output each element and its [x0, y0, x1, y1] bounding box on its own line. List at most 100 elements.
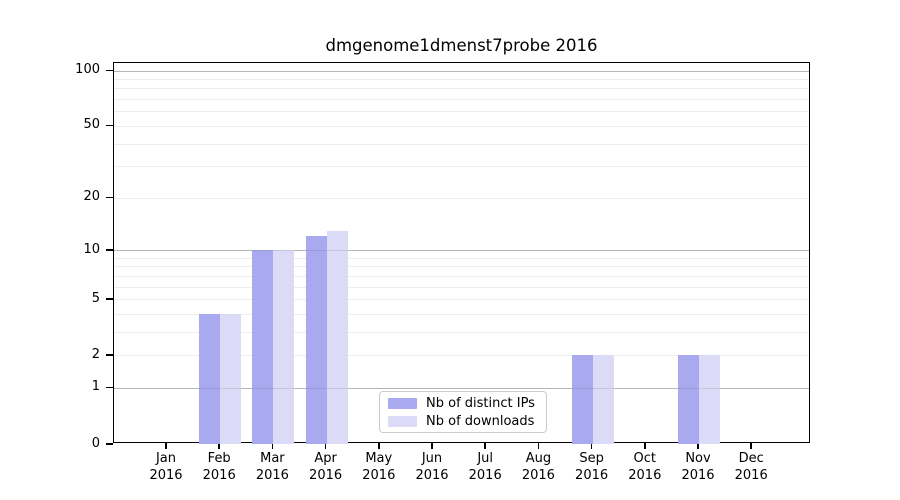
x-tick-label-aug: Aug 2016 [508, 451, 568, 484]
x-tick-year: 2016 [734, 467, 768, 483]
bar-nb-of-distinct-ips-nov-2016 [678, 355, 699, 444]
y-tick-0 [106, 443, 113, 445]
gridline-minor-7 [114, 275, 809, 277]
legend: Nb of distinct IPs Nb of downloads [379, 391, 547, 433]
x-tick-label-mar: Mar 2016 [242, 451, 302, 484]
x-tick-label-sep: Sep 2016 [562, 451, 622, 484]
gridline-minor-9 [114, 257, 809, 259]
gridline-minor-5 [114, 299, 809, 301]
x-tick-feb [218, 443, 220, 449]
x-tick-year: 2016 [628, 467, 662, 483]
y-tick-1 [106, 386, 113, 389]
y-tick-2 [106, 354, 113, 356]
legend-swatch-downloads [388, 415, 417, 427]
legend-entry-downloads: Nb of downloads [388, 414, 538, 429]
gridline-major-1 [114, 387, 809, 389]
bar-nb-of-downloads-mar-2016 [273, 250, 295, 444]
gridline-major-100 [114, 70, 809, 72]
legend-label-downloads: Nb of downloads [426, 413, 535, 429]
x-tick-jan [165, 443, 167, 449]
y-tick-label-20: 20 [83, 189, 100, 205]
x-tick-month: Sep [579, 451, 604, 466]
gridline-minor-2 [114, 355, 809, 357]
x-tick-dec [750, 443, 752, 449]
x-tick-apr [324, 443, 327, 449]
gridline-minor-6 [114, 286, 809, 288]
x-tick-year: 2016 [415, 467, 449, 483]
gridline-minor-20 [114, 197, 809, 199]
gridline-minor-30 [114, 166, 809, 168]
bar-nb-of-distinct-ips-sep-2016 [571, 355, 593, 444]
bar-nb-of-downloads-feb-2016 [220, 313, 242, 444]
x-tick-year: 2016 [575, 467, 609, 483]
gridline-minor-90 [114, 79, 809, 81]
x-tick-jul [484, 443, 486, 449]
x-tick-label-oct: Oct 2016 [615, 451, 675, 484]
y-tick-label-100: 100 [75, 62, 100, 78]
y-tick-10 [106, 249, 113, 251]
x-tick-month: Nov [685, 451, 711, 466]
bar-nb-of-downloads-apr-2016 [326, 230, 348, 444]
x-tick-year: 2016 [202, 467, 236, 483]
bar-nb-of-distinct-ips-apr-2016 [305, 236, 327, 444]
y-tick-5 [106, 298, 113, 300]
x-tick-year: 2016 [681, 467, 715, 483]
y-tick-label-10: 10 [83, 241, 100, 257]
gridline-minor-8 [114, 266, 809, 268]
gridline-major-10 [114, 250, 809, 251]
x-tick-label-feb: Feb 2016 [189, 451, 249, 484]
legend-entry-distinct-ips: Nb of distinct IPs [388, 396, 538, 411]
x-tick-mar [271, 443, 274, 449]
x-tick-year: 2016 [255, 467, 289, 483]
x-tick-may [378, 443, 380, 449]
x-tick-oct [644, 443, 646, 449]
chart-title: dmgenome1dmenst7probe 2016 [325, 36, 598, 55]
bar-nb-of-downloads-sep-2016 [592, 355, 614, 444]
x-tick-month: Feb [207, 451, 231, 466]
x-tick-month: May [365, 451, 393, 466]
gridline-overlay-100 [114, 70, 809, 72]
x-tick-month: Jul [477, 451, 494, 466]
x-tick-year: 2016 [149, 467, 183, 483]
x-tick-month: Aug [525, 451, 552, 466]
gridline-minor-80 [114, 88, 809, 90]
x-tick-month: Apr [314, 451, 337, 466]
x-tick-month: Jun [421, 451, 443, 466]
x-tick-label-jan: Jan 2016 [136, 451, 196, 484]
x-tick-label-may: May 2016 [349, 451, 409, 484]
y-tick-label-5: 5 [91, 290, 100, 306]
x-tick-label-jun: Jun 2016 [402, 451, 462, 484]
gridline-minor-4 [114, 313, 809, 315]
x-tick-label-apr: Apr 2016 [296, 451, 356, 484]
y-tick-label-50: 50 [83, 117, 100, 133]
x-tick-year: 2016 [521, 467, 555, 483]
legend-swatch-distinct-ips [388, 397, 417, 409]
x-tick-month: Jan [155, 451, 177, 466]
x-tick-nov [697, 443, 699, 449]
x-tick-sep [590, 443, 593, 449]
x-tick-month: Dec [738, 451, 764, 466]
legend-label-distinct-ips: Nb of distinct IPs [426, 395, 535, 411]
x-tick-year: 2016 [309, 467, 343, 483]
y-tick-label-2: 2 [91, 346, 100, 362]
gridline-minor-70 [114, 99, 809, 101]
bar-nb-of-downloads-nov-2016 [699, 355, 720, 444]
gridline-minor-60 [114, 111, 809, 113]
x-tick-year: 2016 [468, 467, 502, 483]
x-tick-month: Oct [633, 451, 657, 466]
gridline-minor-40 [114, 143, 809, 145]
y-tick-50 [106, 124, 113, 127]
gridline-minor-3 [114, 331, 809, 333]
x-tick-month: Mar [260, 451, 285, 466]
gridline-overlay-1 [114, 387, 809, 389]
gridline-minor-50 [114, 125, 809, 127]
x-tick-year: 2016 [362, 467, 396, 483]
plot-area [113, 62, 810, 444]
bar-nb-of-distinct-ips-mar-2016 [252, 250, 274, 444]
x-tick-label-jul: Jul 2016 [455, 451, 515, 484]
y-tick-20 [106, 196, 113, 199]
x-tick-label-nov: Nov 2016 [668, 451, 728, 484]
y-tick-label-0: 0 [91, 435, 100, 451]
gridline-overlay-10 [114, 250, 809, 251]
